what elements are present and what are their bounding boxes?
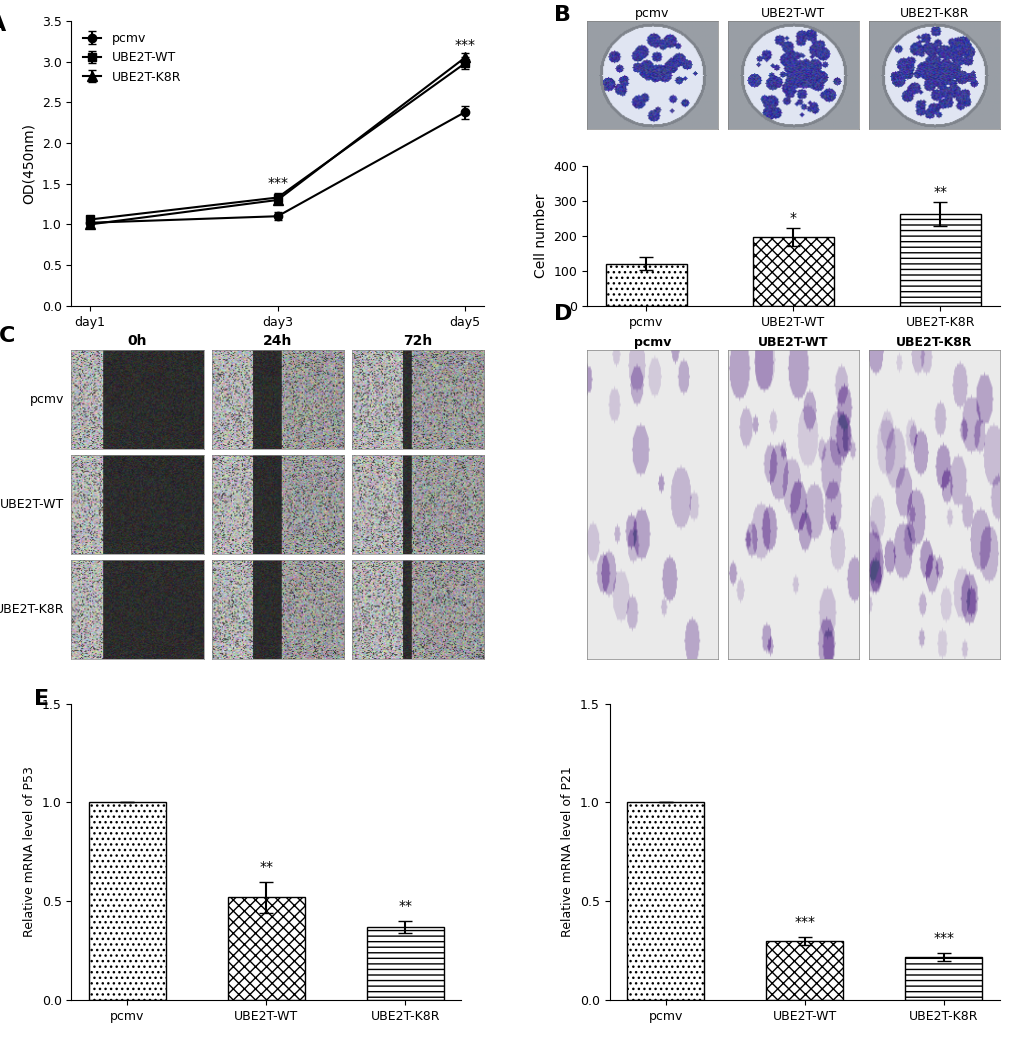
Y-axis label: OD(450nm): OD(450nm) bbox=[22, 123, 36, 204]
Title: UBE2T-WT: UBE2T-WT bbox=[757, 337, 827, 349]
Bar bbox=[627, 802, 703, 1000]
Text: ***: *** bbox=[932, 931, 953, 945]
Text: ***: *** bbox=[454, 38, 475, 52]
Text: **: ** bbox=[259, 860, 273, 873]
Title: pcmv: pcmv bbox=[633, 337, 671, 349]
Title: 24h: 24h bbox=[263, 333, 292, 348]
Title: UBE2T-WT: UBE2T-WT bbox=[760, 6, 824, 20]
Bar bbox=[228, 897, 305, 1000]
Bar bbox=[752, 237, 833, 305]
Title: UBE2T-K8R: UBE2T-K8R bbox=[896, 337, 972, 349]
Title: 72h: 72h bbox=[403, 333, 432, 348]
Text: **: ** bbox=[398, 899, 412, 913]
Bar bbox=[899, 214, 980, 305]
Text: ***: *** bbox=[794, 915, 814, 929]
Bar bbox=[367, 927, 443, 1000]
Legend: pcmv, UBE2T-WT, UBE2T-K8R: pcmv, UBE2T-WT, UBE2T-K8R bbox=[77, 27, 185, 89]
Y-axis label: UBE2T-WT: UBE2T-WT bbox=[0, 498, 64, 512]
Bar bbox=[765, 941, 842, 1000]
Text: ***: *** bbox=[267, 176, 288, 191]
Title: UBE2T-K8R: UBE2T-K8R bbox=[899, 6, 968, 20]
Bar bbox=[905, 957, 981, 1000]
Y-axis label: pcmv: pcmv bbox=[30, 393, 64, 406]
Y-axis label: Relative mRNA level of P53: Relative mRNA level of P53 bbox=[23, 767, 36, 938]
Text: B: B bbox=[554, 4, 571, 25]
Y-axis label: Relative mRNA level of P21: Relative mRNA level of P21 bbox=[560, 767, 574, 938]
Bar bbox=[605, 264, 686, 305]
Text: C: C bbox=[0, 325, 15, 346]
Title: pcmv: pcmv bbox=[635, 6, 668, 20]
Text: E: E bbox=[35, 689, 49, 709]
Text: A: A bbox=[0, 16, 6, 35]
Bar bbox=[89, 802, 165, 1000]
Text: D: D bbox=[554, 304, 573, 324]
Title: 0h: 0h bbox=[127, 333, 147, 348]
Y-axis label: UBE2T-K8R: UBE2T-K8R bbox=[0, 603, 64, 616]
Y-axis label: Cell number: Cell number bbox=[533, 194, 547, 278]
Text: *: * bbox=[789, 212, 796, 225]
Text: **: ** bbox=[932, 185, 947, 199]
